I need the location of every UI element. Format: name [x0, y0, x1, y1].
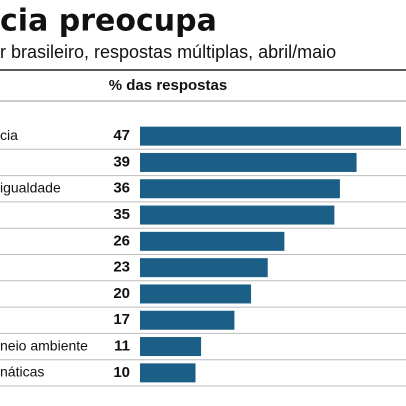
value-label: 36 — [113, 180, 130, 197]
bar — [140, 258, 268, 278]
value-label: 35 — [113, 206, 130, 223]
bar — [140, 152, 357, 172]
bar — [140, 363, 196, 383]
value-label: 26 — [113, 232, 130, 249]
bar — [140, 310, 235, 330]
category-label: igualdade — [0, 179, 61, 195]
bar — [140, 126, 401, 146]
value-label: 10 — [113, 364, 130, 381]
value-label: 39 — [113, 153, 130, 170]
value-label: 17 — [113, 311, 130, 328]
chart-subtitle: r brasileiro, respostas múltiplas, abril… — [0, 42, 336, 62]
value-label: 11 — [114, 338, 130, 355]
category-label: cia — [0, 127, 18, 143]
bar — [140, 231, 285, 251]
bar — [140, 205, 335, 225]
category-label: neio ambiente — [0, 337, 88, 353]
chart-title: cia preocupa — [0, 4, 217, 39]
category-label: náticas — [0, 364, 44, 380]
value-label: 20 — [113, 285, 130, 302]
bar — [140, 179, 340, 199]
value-header: % das respostas — [109, 77, 227, 94]
value-label: 23 — [113, 259, 130, 276]
value-label: 47 — [113, 127, 130, 144]
bar — [140, 284, 252, 304]
bar — [140, 337, 202, 357]
